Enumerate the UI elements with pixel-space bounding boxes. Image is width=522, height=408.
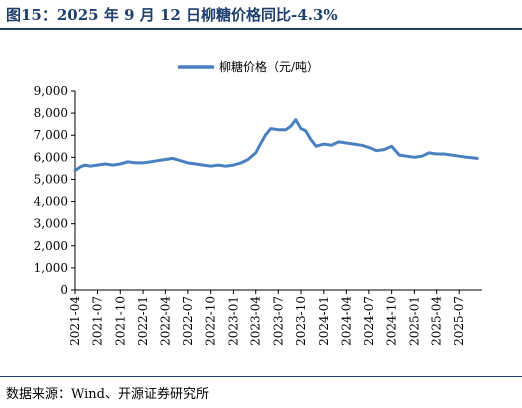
title-divider [0,28,522,30]
plot-area [73,118,479,173]
figure-title: 图15：2025 年 9 月 12 日柳糖价格同比-4.3% [6,6,338,24]
x-tick-label: 2021-10 [113,296,127,346]
source-divider [0,376,522,377]
x-tick-label: 2024-07 [362,296,376,346]
x-tick-label: 2021-07 [91,296,105,346]
legend: 柳糖价格（元/吨） [178,59,319,74]
y-tick-label: 6,000 [34,150,68,164]
x-tick-label: 2023-01 [226,296,240,346]
x-tick-label: 2025-07 [452,296,466,346]
y-tick-label: 8,000 [34,106,68,120]
y-tick-label: 5,000 [34,172,68,186]
series-line [73,118,479,173]
source-note: 数据来源：Wind、开源证券研究所 [6,387,209,402]
y-tick-label: 2,000 [34,239,68,253]
x-tick-label: 2022-10 [204,296,218,346]
x-tick-label: 2021-04 [68,296,82,346]
y-tick-label: 3,000 [34,217,68,231]
x-tick-label: 2025-01 [407,296,421,346]
x-axis: 2021-04 2021-07 2021-10 2022-01 2022-04 2022-… [68,289,482,346]
x-tick-label: 2023-10 [294,296,308,346]
y-axis: 0 1,000 2,000 3,000 4,000 5,000 6,000 7,000 8,00… [34,84,76,297]
y-tick-label: 9,000 [34,84,68,98]
x-tick-label: 2022-01 [136,296,150,346]
line-chart: 柳糖价格（元/吨） 0 1,000 2,000 3,000 4,000 5,000 6,00… [34,59,482,346]
x-tick-label: 2024-04 [339,296,353,346]
legend-label: 柳糖价格（元/吨） [219,59,319,74]
x-tick-label: 2023-04 [249,296,263,346]
y-tick-label: 7,000 [34,128,68,142]
x-tick-label: 2023-07 [271,296,285,346]
y-tick-label: 4,000 [34,195,68,209]
x-tick-label: 2022-04 [158,296,172,346]
x-tick-label: 2022-07 [181,296,195,346]
x-tick-label: 2024-01 [317,296,331,346]
y-tick-label: 0 [60,283,68,297]
y-tick-label: 1,000 [34,261,68,275]
x-tick-label: 2025-04 [430,296,444,346]
x-tick-label: 2024-10 [385,296,399,346]
